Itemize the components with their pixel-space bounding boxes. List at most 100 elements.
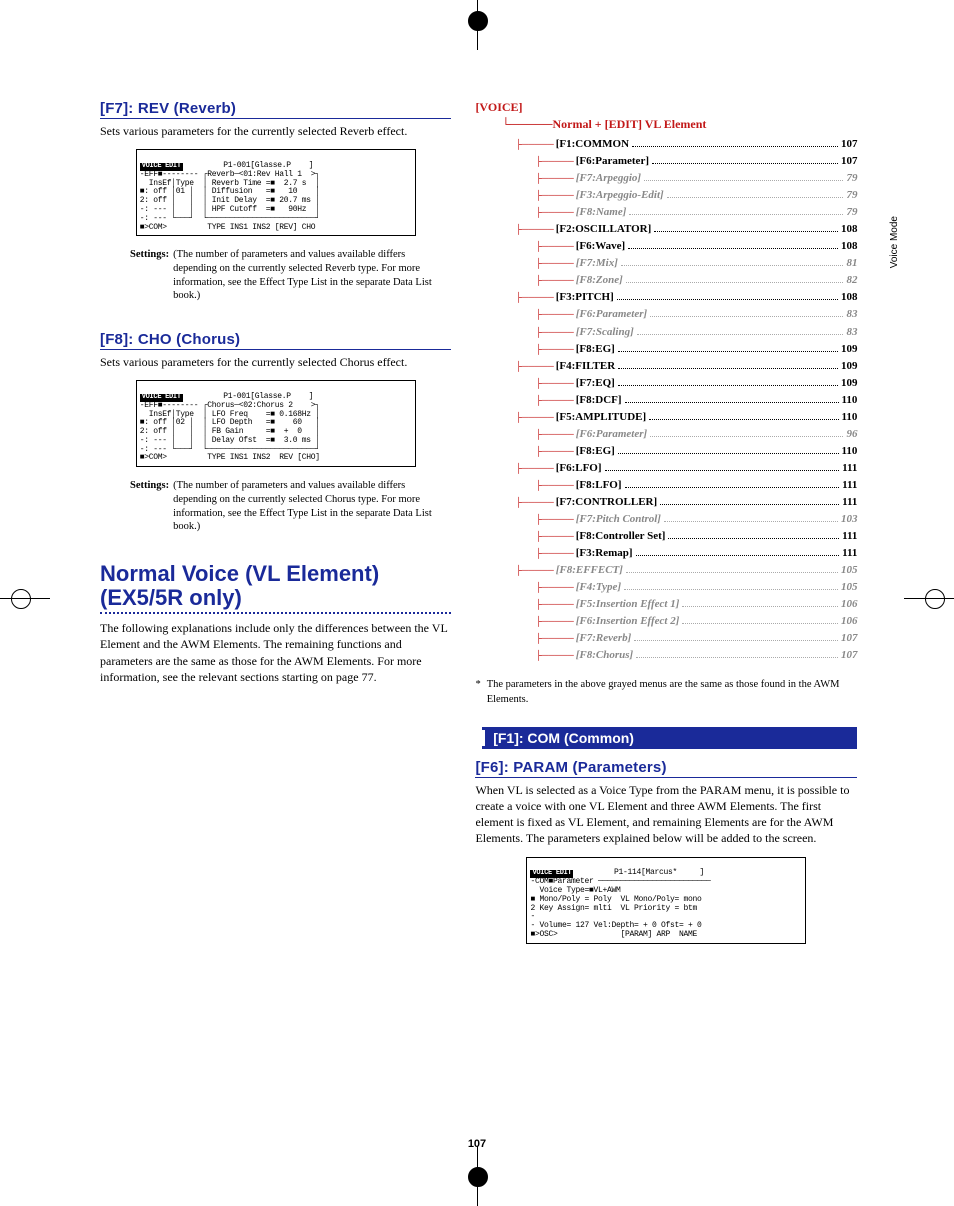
- toc-dots: [668, 538, 839, 539]
- toc-label: [F6:Insertion Effect 2]: [576, 613, 680, 630]
- crop-mark-right: [904, 568, 954, 628]
- toc-item: ├─────[F8:LFO]111: [535, 477, 857, 494]
- toc-dash: ├─────: [515, 138, 553, 152]
- toc-label: [F3:PITCH]: [556, 289, 614, 306]
- body-f7-rev: Sets various parameters for the currentl…: [100, 123, 451, 139]
- toc-label: [F5:Insertion Effect 1]: [576, 596, 680, 613]
- settings-chorus: Settings: (The number of parameters and …: [130, 479, 451, 534]
- toc-item: ├─────[F4:FILTER109: [515, 358, 857, 375]
- crop-mark-bottom: [447, 1146, 507, 1206]
- page-number: 107: [0, 1138, 954, 1150]
- body-f8-cho: Sets various parameters for the currentl…: [100, 354, 451, 370]
- toc-label: [F8:Controller Set]: [576, 528, 666, 545]
- toc-label: [F6:Parameter]: [576, 306, 647, 323]
- toc-dash: ├─────: [535, 598, 573, 612]
- toc-page: 110: [842, 392, 858, 409]
- toc-item: ├─────[F3:Remap]111: [535, 545, 857, 562]
- footnote: * The parameters in the above grayed men…: [475, 678, 857, 706]
- toc-dots: [617, 299, 838, 300]
- toc-page: 109: [841, 375, 858, 392]
- toc-dash: ├─────: [515, 564, 553, 578]
- toc-dash: ├─────: [535, 615, 573, 629]
- toc-item: ├─────[F7:Scaling]83: [535, 324, 857, 341]
- toc-page: 111: [842, 460, 857, 477]
- toc-dots: [644, 180, 843, 181]
- toc-dots: [650, 436, 843, 437]
- toc-dots: [637, 334, 844, 335]
- lcd-body: -COM■Parameter ─────────────────────────…: [530, 877, 710, 939]
- toc-item: ├─────[F6:Parameter]83: [535, 306, 857, 323]
- toc-page: 111: [842, 528, 857, 545]
- toc-dots: [652, 163, 838, 164]
- toc-item: ├─────[F7:Pitch Control]103: [535, 511, 857, 528]
- asterisk: *: [475, 678, 480, 706]
- toc-item: ├─────[F2:OSCILLATOR]108: [515, 221, 857, 238]
- toc-item: ├─────[F8:Zone]82: [535, 272, 857, 289]
- toc-label: [F7:Arpeggio]: [576, 170, 641, 187]
- tree-root: └─────Normal + [EDIT] VL Element: [501, 117, 857, 132]
- lcd-reverb: VOICE EDIT P1-001[Glasse.P ] -EFF■------…: [136, 149, 416, 236]
- toc-item: ├─────[F6:Parameter]107: [535, 153, 857, 170]
- toc-dash: ├─────: [535, 343, 573, 357]
- toc-dots: [618, 351, 838, 352]
- toc-item: ├─────[F7:Arpeggio]79: [535, 170, 857, 187]
- toc-page: 107: [841, 647, 858, 664]
- toc-dots: [626, 282, 844, 283]
- toc-page: 108: [841, 221, 858, 238]
- toc-label: [F8:EG]: [576, 443, 615, 460]
- toc-label: [F3:Remap]: [576, 545, 633, 562]
- toc-dots: [636, 555, 840, 556]
- toc-dash: ├─────: [535, 394, 573, 408]
- toc-dots: [654, 231, 838, 232]
- toc-dash: ├─────: [535, 189, 573, 203]
- toc-item: ├─────[F5:AMPLITUDE]110: [515, 409, 857, 426]
- toc-dash: ├─────: [535, 632, 573, 646]
- toc-page: 110: [842, 409, 858, 426]
- toc-page: 111: [842, 477, 857, 494]
- toc-label: [F8:DCF]: [576, 392, 622, 409]
- toc-page: 108: [841, 238, 858, 255]
- toc-dots: [664, 521, 838, 522]
- toc-dots: [667, 197, 844, 198]
- settings-text: (The number of parameters and values ava…: [173, 479, 451, 534]
- toc-item: ├─────[F3:Arpeggio-Edit]79: [535, 187, 857, 204]
- toc-item: ├─────[F8:Controller Set]111: [535, 528, 857, 545]
- settings-text: (The number of parameters and values ava…: [173, 248, 451, 303]
- toc-page: 108: [841, 289, 858, 306]
- toc-page: 82: [846, 272, 857, 289]
- toc-page: 81: [846, 255, 857, 272]
- toc-dash: ├─────: [535, 206, 573, 220]
- toc-item: ├─────[F8:EG]109: [535, 341, 857, 358]
- heading-normal-voice: Normal Voice (VL Element) (EX5/5R only): [100, 562, 451, 610]
- toc-label: [F7:Reverb]: [576, 630, 632, 647]
- toc-dots: [628, 248, 838, 249]
- toc-dots: [605, 470, 840, 471]
- toc-label: [F8:Zone]: [576, 272, 623, 289]
- toc-page: 111: [842, 494, 857, 511]
- settings-reverb: Settings: (The number of parameters and …: [130, 248, 451, 303]
- toc-label: [F2:OSCILLATOR]: [556, 221, 652, 238]
- voice-label: [VOICE]: [475, 100, 857, 115]
- toc-label: [F4:FILTER: [556, 358, 616, 375]
- heading-f7-rev: [F7]: REV (Reverb): [100, 100, 451, 119]
- toc-dots: [618, 385, 838, 386]
- toc-page: 105: [841, 579, 858, 596]
- lcd-header: P1-001[Glasse.P ]: [223, 161, 313, 170]
- toc-dots: [660, 504, 839, 505]
- toc-dash: ├─────: [515, 462, 553, 476]
- toc-page: 79: [846, 204, 857, 221]
- toc-item: ├─────[F7:Reverb]107: [535, 630, 857, 647]
- toc-label: [F7:EQ]: [576, 375, 615, 392]
- body-f6-param: When VL is selected as a Voice Type from…: [475, 782, 857, 847]
- toc-dots: [618, 368, 838, 369]
- toc-item: ├─────[F6:Wave]108: [535, 238, 857, 255]
- toc-item: ├─────[F4:Type]105: [535, 579, 857, 596]
- body-normal-voice: The following explanations include only …: [100, 620, 451, 685]
- toc-page: 106: [841, 596, 858, 613]
- toc-page: 109: [841, 358, 858, 375]
- toc-page: 107: [841, 136, 858, 153]
- toc-page: 79: [846, 187, 857, 204]
- toc-dots: [632, 146, 838, 147]
- toc-dots: [682, 623, 838, 624]
- toc-item: ├─────[F8:Name]79: [535, 204, 857, 221]
